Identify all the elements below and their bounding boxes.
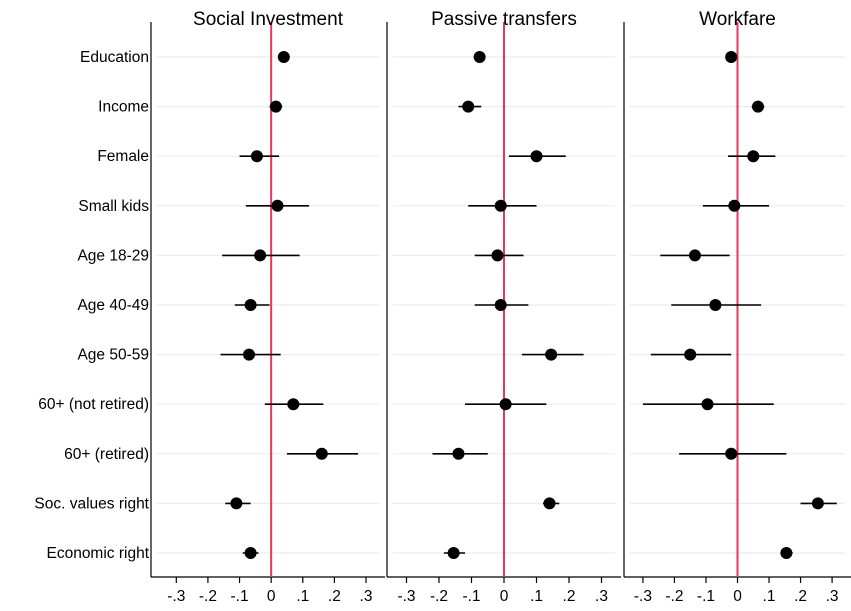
x-tick-label: -.1 bbox=[697, 588, 715, 605]
point-estimate bbox=[499, 398, 512, 411]
point-estimate bbox=[473, 51, 486, 63]
point-estimate bbox=[747, 150, 760, 163]
point-estimate bbox=[811, 497, 824, 510]
point-estimate bbox=[543, 497, 556, 510]
point-estimate bbox=[244, 547, 257, 559]
point-estimate bbox=[725, 447, 738, 460]
x-tick-label: -.3 bbox=[634, 588, 652, 605]
row-label: Education bbox=[80, 49, 149, 66]
point-estimate bbox=[243, 348, 256, 361]
x-tick-label: .3 bbox=[360, 588, 373, 605]
point-estimate bbox=[701, 398, 714, 411]
point-estimate bbox=[728, 199, 741, 212]
point-estimate bbox=[494, 199, 507, 212]
row-label: Age 18-29 bbox=[77, 247, 149, 264]
row-label: 60+ (retired) bbox=[64, 446, 149, 463]
x-tick-label: -.3 bbox=[167, 588, 185, 605]
x-tick-label: -.3 bbox=[397, 588, 415, 605]
row-label: Economic right bbox=[46, 545, 149, 562]
point-estimate bbox=[254, 249, 267, 262]
row-label: Soc. values right bbox=[34, 495, 149, 512]
point-estimate bbox=[230, 497, 243, 510]
point-estimate bbox=[780, 547, 793, 559]
x-tick-label: .2 bbox=[563, 588, 576, 605]
x-tick-label: .2 bbox=[794, 588, 807, 605]
panel-title: Passive transfers bbox=[431, 9, 577, 30]
point-estimate bbox=[447, 547, 460, 559]
point-estimate bbox=[277, 51, 290, 63]
point-estimate bbox=[491, 249, 504, 262]
point-estimate bbox=[250, 150, 263, 163]
x-tick-label: -.2 bbox=[665, 588, 683, 605]
x-tick-label: .3 bbox=[595, 588, 608, 605]
x-tick-label: -.1 bbox=[462, 588, 480, 605]
x-tick-label: -.1 bbox=[230, 588, 248, 605]
point-estimate bbox=[709, 299, 722, 311]
point-estimate bbox=[462, 100, 475, 113]
point-estimate bbox=[271, 199, 284, 212]
point-estimate bbox=[269, 100, 282, 113]
point-estimate bbox=[751, 100, 764, 113]
x-tick-label: 0 bbox=[733, 588, 742, 605]
x-tick-label: -.2 bbox=[199, 588, 217, 605]
point-estimate bbox=[688, 249, 701, 262]
row-label: Female bbox=[97, 148, 149, 165]
point-estimate bbox=[315, 447, 328, 460]
panel-title: Workfare bbox=[699, 9, 776, 30]
panel-title: Social Investment bbox=[193, 9, 344, 30]
point-estimate bbox=[287, 398, 300, 411]
row-label: 60+ (not retired) bbox=[38, 396, 149, 413]
row-label: Income bbox=[98, 99, 149, 116]
x-tick-label: 0 bbox=[267, 588, 276, 605]
point-estimate bbox=[545, 348, 558, 361]
point-estimate bbox=[244, 299, 257, 311]
row-label: Age 40-49 bbox=[77, 297, 149, 314]
x-tick-label: .2 bbox=[328, 588, 341, 605]
row-label: Age 50-59 bbox=[77, 347, 149, 364]
x-tick-label: 0 bbox=[500, 588, 509, 605]
point-estimate bbox=[494, 299, 507, 311]
x-tick-label: .1 bbox=[763, 588, 776, 605]
point-estimate bbox=[452, 447, 465, 460]
x-tick-label: .1 bbox=[296, 588, 309, 605]
x-tick-label: .3 bbox=[826, 588, 839, 605]
x-tick-label: -.2 bbox=[430, 588, 448, 605]
point-estimate bbox=[684, 348, 697, 361]
point-estimate bbox=[725, 51, 738, 63]
row-label: Small kids bbox=[78, 198, 149, 215]
x-tick-label: .1 bbox=[530, 588, 543, 605]
point-estimate bbox=[530, 150, 543, 163]
